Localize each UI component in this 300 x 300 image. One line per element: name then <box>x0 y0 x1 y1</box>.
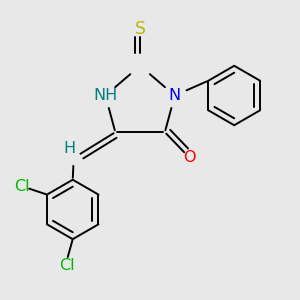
Text: H: H <box>64 140 76 155</box>
Text: Cl: Cl <box>59 258 75 273</box>
Text: O: O <box>183 150 196 165</box>
Text: N: N <box>169 88 181 103</box>
Text: Cl: Cl <box>14 179 30 194</box>
Text: NH: NH <box>93 88 118 103</box>
Text: S: S <box>135 20 146 38</box>
